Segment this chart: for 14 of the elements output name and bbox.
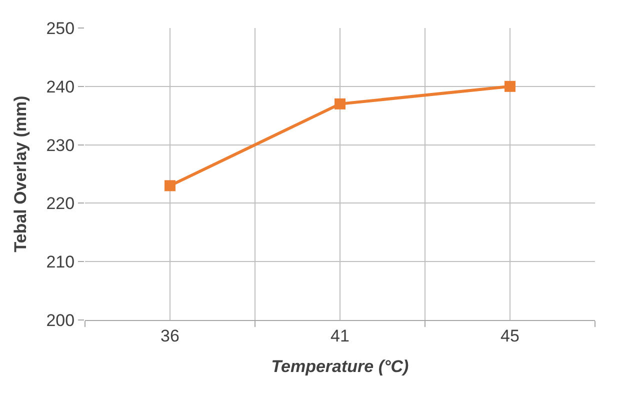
point bbox=[504, 80, 516, 92]
point bbox=[164, 180, 176, 192]
x-tick-label: 41 bbox=[330, 326, 350, 346]
x-axis-title: Temperature (°C) bbox=[271, 356, 410, 376]
y-axis-title: Tebal Overlay (mm) bbox=[10, 96, 30, 252]
point bbox=[334, 98, 346, 110]
y-tick-label: 220 bbox=[46, 194, 75, 214]
y-tick-label: 230 bbox=[46, 136, 75, 155]
y-tick-label: 200 bbox=[46, 310, 75, 330]
y-tick-label: 250 bbox=[46, 18, 75, 38]
x-tick-label: 36 bbox=[160, 326, 180, 346]
y-tick-label: 210 bbox=[46, 252, 75, 272]
x-tick-label: 45 bbox=[500, 326, 520, 346]
y-tick-label: 240 bbox=[46, 77, 75, 96]
